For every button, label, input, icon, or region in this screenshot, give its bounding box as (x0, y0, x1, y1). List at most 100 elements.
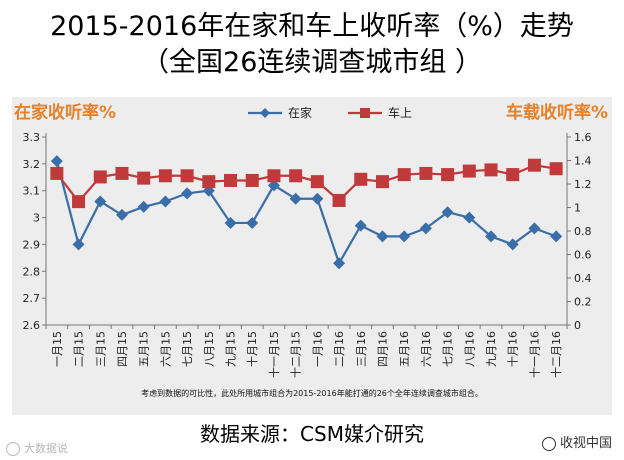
x-tick-label: 七月16 (442, 331, 455, 367)
data-point-car (289, 169, 303, 183)
watermark-right-text: 收视中国 (559, 436, 612, 451)
left-tick-label: 2.8 (23, 265, 41, 278)
data-point-car (354, 172, 368, 186)
legend-label-home: 在家 (288, 105, 312, 120)
data-point-car (332, 193, 346, 207)
data-point-home (311, 192, 324, 205)
wechat-icon (541, 436, 556, 451)
data-point-car (224, 173, 238, 187)
data-point-car (137, 171, 151, 185)
data-point-home (506, 238, 519, 251)
right-tick-label: 1.4 (574, 155, 592, 168)
x-tick-label: 八月16 (463, 331, 476, 367)
data-point-home (376, 230, 389, 243)
chart-area: 在家收听率% 车载收听率% 2.6 2.7 2.8 2.9 3 3.1 3.2 3.3 0 0.2 0.… (12, 97, 612, 415)
data-point-home (441, 206, 454, 219)
x-tick-label: 二月16 (333, 331, 346, 367)
x-tick-label: 九月16 (485, 331, 498, 367)
data-point-home (289, 192, 302, 205)
data-point-home (181, 187, 194, 200)
series-line-car (55, 164, 557, 204)
x-tick-label: 一月15 (51, 331, 64, 367)
x-tick-label: 十一月15 (267, 331, 281, 378)
x-tick-label: 五月15 (138, 331, 151, 367)
watermark-left: 大数据说 (6, 440, 68, 456)
data-point-home (50, 155, 63, 168)
left-tick-label: 2.9 (23, 238, 41, 251)
x-tick-label: 七月15 (181, 331, 194, 367)
left-tick-label: 3.1 (23, 185, 41, 198)
right-tick-label: 1 (574, 202, 581, 215)
data-point-home (137, 200, 150, 213)
legend-label-car: 车上 (388, 105, 412, 120)
right-tick-label: 1.6 (574, 131, 592, 144)
x-tick-label: 三月16 (355, 331, 368, 367)
chart-title-line1: 2015-2016年在家和车上收听率（%）走势 (50, 11, 574, 42)
data-point-home (333, 257, 346, 270)
data-point-home (72, 238, 85, 251)
data-point-home (159, 195, 172, 208)
weibo-icon (6, 442, 20, 456)
left-tick-label: 2.7 (23, 292, 41, 305)
data-point-car (202, 175, 216, 189)
left-tick-label: 2.6 (23, 319, 41, 332)
data-point-car (441, 168, 455, 182)
right-tick-label: 0.8 (574, 225, 592, 238)
data-point-car (93, 170, 107, 184)
data-point-car (375, 175, 389, 189)
data-point-car (397, 168, 411, 182)
data-point-home (419, 222, 432, 235)
data-point-car (527, 158, 541, 172)
x-tick-label: 十月15 (245, 331, 259, 367)
right-tick-label: 0.4 (574, 272, 592, 285)
data-point-home (485, 230, 498, 243)
data-point-home (94, 195, 107, 208)
data-point-car (72, 195, 86, 209)
line-chart: 在家收听率% 车载收听率% 2.6 2.7 2.8 2.9 3 3.1 3.2 3.3 0 0.2 0.… (14, 102, 608, 378)
chart-title-line2: （全国26连续调查城市组 ） (142, 47, 482, 78)
data-point-car (462, 164, 476, 178)
data-point-home (398, 230, 411, 243)
left-tick-label: 3.2 (23, 158, 41, 171)
left-axis-title: 在家收听率% (14, 102, 116, 123)
x-tick-label: 九月15 (225, 331, 238, 367)
right-tick-label: 0.2 (574, 296, 592, 309)
x-tick-label: 一月16 (311, 331, 324, 367)
x-tick-label: 二月15 (73, 331, 86, 367)
x-tick-label: 五月16 (398, 331, 411, 367)
watermark-right: 收视中国 (541, 432, 612, 451)
data-point-car (506, 168, 520, 182)
data-point-car (419, 166, 433, 180)
watermark-left-text: 大数据说 (24, 442, 68, 455)
x-tick-label: 三月15 (94, 331, 107, 367)
data-point-car (484, 163, 498, 177)
data-source: 数据来源：CSM媒介研究 (200, 422, 424, 446)
x-tick-label: 六月16 (420, 331, 433, 367)
x-tick-label: 四月16 (376, 331, 389, 367)
right-tick-label: 1.2 (574, 178, 592, 191)
data-point-car (549, 162, 563, 176)
data-point-car (50, 166, 64, 180)
data-point-home (463, 211, 476, 224)
data-point-home (267, 179, 280, 192)
legend-marker-car (360, 108, 370, 118)
data-point-home (528, 222, 541, 235)
data-point-home (224, 216, 237, 229)
data-point-car (245, 173, 259, 187)
data-point-car (267, 169, 281, 183)
data-point-car (158, 169, 172, 183)
x-tick-label: 六月15 (159, 331, 172, 367)
data-point-home (550, 230, 563, 243)
data-point-home (354, 219, 367, 232)
right-tick-label: 0 (574, 319, 581, 332)
x-tick-label: 八月15 (203, 331, 216, 367)
x-tick-label: 十月16 (506, 331, 520, 367)
x-tick-label: 十二月16 (549, 331, 563, 378)
x-tick-label: 四月15 (116, 331, 129, 367)
data-point-car (310, 175, 324, 189)
right-axis-title: 车载收听率% (506, 102, 608, 123)
left-tick-label: 3.3 (23, 131, 41, 144)
data-point-home (246, 216, 259, 229)
x-tick-label: 十二月15 (289, 331, 303, 378)
legend-marker-home (260, 108, 270, 118)
